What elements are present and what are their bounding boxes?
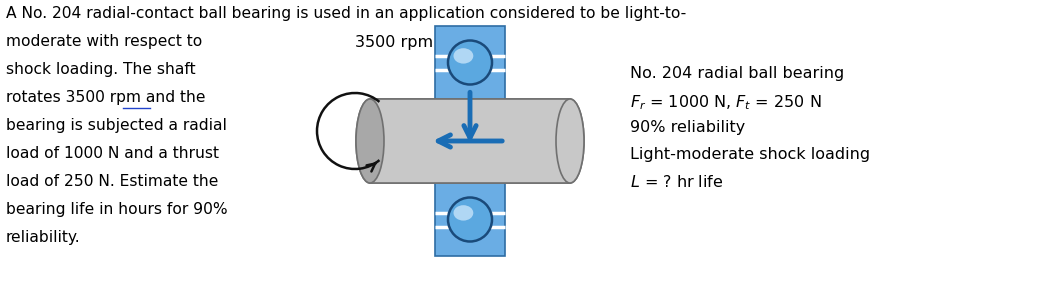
Text: 3500 rpm: 3500 rpm <box>355 35 433 50</box>
Text: No. 204 radial ball bearing: No. 204 radial ball bearing <box>630 66 844 81</box>
Bar <box>370 99 570 183</box>
Bar <box>370 99 570 183</box>
Ellipse shape <box>453 48 473 64</box>
Text: moderate with respect to: moderate with respect to <box>6 34 202 49</box>
Text: Light-moderate shock loading: Light-moderate shock loading <box>630 147 871 162</box>
Text: A No. 204 radial-contact ball bearing is used in an application considered to be: A No. 204 radial-contact ball bearing is… <box>6 6 686 21</box>
Text: bearing life in hours for 90%: bearing life in hours for 90% <box>6 202 228 217</box>
Text: load of 1000 N and a thrust: load of 1000 N and a thrust <box>6 146 219 161</box>
Ellipse shape <box>356 99 384 183</box>
Ellipse shape <box>448 41 492 84</box>
Text: reliability.: reliability. <box>6 230 80 245</box>
Text: 90% reliability: 90% reliability <box>630 120 745 135</box>
Ellipse shape <box>448 197 492 242</box>
Bar <box>435 26 505 256</box>
Ellipse shape <box>356 99 384 183</box>
Bar <box>433 99 507 183</box>
Ellipse shape <box>557 99 584 183</box>
Ellipse shape <box>453 205 473 221</box>
Text: bearing is subjected a radial: bearing is subjected a radial <box>6 118 227 133</box>
Ellipse shape <box>557 99 584 183</box>
Text: $F_r$ = 1000 N, $F_t$ = 250 N: $F_r$ = 1000 N, $F_t$ = 250 N <box>630 93 821 112</box>
Text: load of 250 N. Estimate the: load of 250 N. Estimate the <box>6 174 218 189</box>
Text: rotates 3500 rpm and the: rotates 3500 rpm and the <box>6 90 206 105</box>
Text: $L$ = ? hr life: $L$ = ? hr life <box>630 174 723 190</box>
Text: shock loading. The shaft: shock loading. The shaft <box>6 62 196 77</box>
